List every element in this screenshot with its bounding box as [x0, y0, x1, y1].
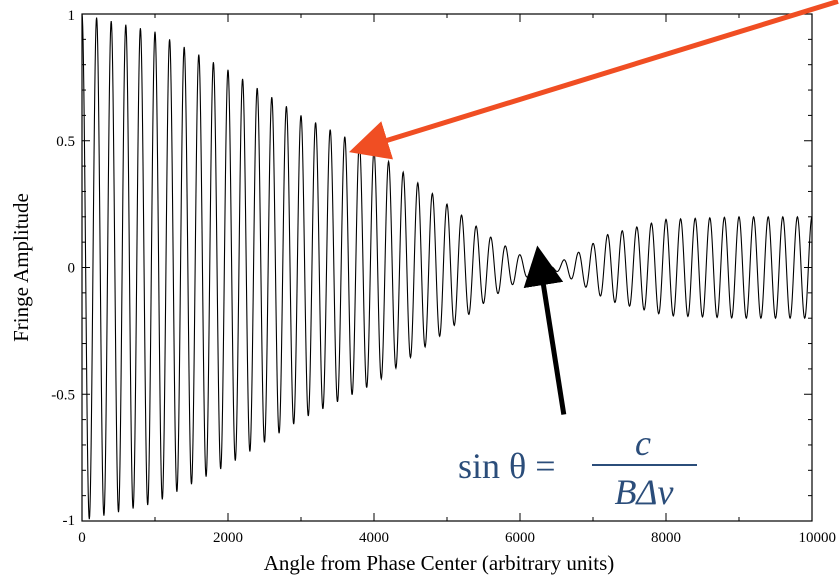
formula-denominator: BΔν — [614, 472, 673, 512]
x-axis-label: Angle from Phase Center (arbitrary units… — [264, 551, 614, 575]
formula-annotation: sin θ = c BΔν — [458, 423, 697, 512]
x-tick-label: 4000 — [359, 530, 389, 546]
x-tick-label: 10000 — [799, 530, 837, 546]
y-tick-label: 1 — [68, 8, 76, 24]
null-arrow — [523, 245, 567, 415]
fringe-series-line — [81, 13, 813, 520]
y-axis-label: Fringe Amplitude — [9, 193, 33, 342]
x-tick-label: 6000 — [505, 530, 535, 546]
y-tick-label: -1 — [63, 513, 76, 529]
formula-numerator: c — [635, 423, 651, 463]
formula-lhs: sin θ = — [458, 446, 556, 486]
y-tick-label: 0 — [68, 261, 76, 277]
x-tick-label: 0 — [78, 530, 86, 546]
y-tick-label: 0.5 — [56, 134, 75, 150]
y-tick-label: -0.5 — [51, 387, 75, 403]
plot-frame — [81, 13, 813, 522]
x-tick-label: 2000 — [213, 530, 243, 546]
envelope-arrow — [348, 0, 839, 160]
x-tick-label: 8000 — [651, 530, 681, 546]
